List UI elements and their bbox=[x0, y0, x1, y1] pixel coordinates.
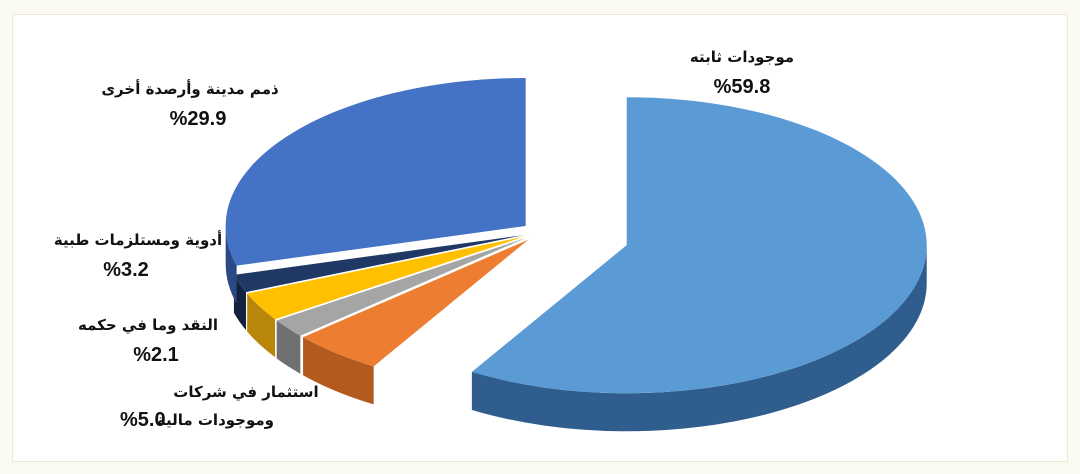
label-medicines: أدوية ومستلزمات طبية bbox=[54, 230, 222, 249]
label-cash: النقد وما في حكمه bbox=[78, 316, 218, 334]
slice-1-side bbox=[303, 337, 374, 405]
label-receivables: ذمم مدينة وأرصدة أخرى bbox=[101, 79, 279, 98]
slice-2-side bbox=[276, 320, 301, 374]
slice-2-top bbox=[276, 238, 526, 336]
value-receivables: %29.9 bbox=[170, 108, 227, 130]
slice-3-top bbox=[247, 236, 525, 320]
value-investments: %5.0 bbox=[120, 409, 166, 431]
slice-4-side bbox=[233, 274, 246, 331]
value-fixed-assets: %59.8 bbox=[714, 76, 771, 98]
label-investments-line1: استثمار في شركات bbox=[173, 383, 318, 401]
label-fixed-assets: موجودات ثابته bbox=[690, 48, 794, 66]
slice-1-top bbox=[303, 239, 529, 367]
slice-0-side bbox=[471, 245, 927, 432]
value-cash: %2.1 bbox=[133, 344, 179, 366]
label-investments-line2: وموجودات مالية bbox=[157, 411, 274, 429]
slice-4-top bbox=[233, 235, 523, 293]
slice-3-side bbox=[247, 293, 276, 358]
slice-5-side bbox=[225, 226, 237, 304]
slice-5-top bbox=[225, 78, 526, 266]
value-medicines: %3.2 bbox=[103, 259, 149, 281]
slice-0-top bbox=[471, 97, 927, 394]
